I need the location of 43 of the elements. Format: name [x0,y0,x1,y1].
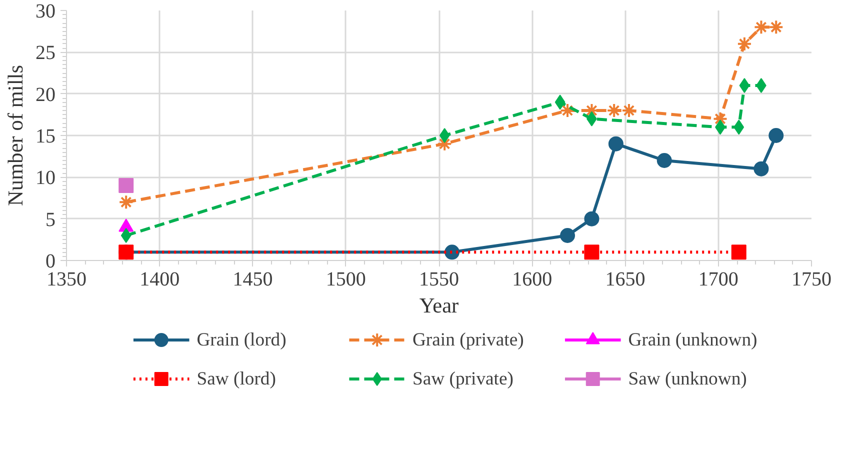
x-axis-title: Year [419,294,459,318]
point [118,178,134,193]
legend-label: Grain (private) [412,330,524,350]
x-tick-label: 1650 [605,268,646,290]
point [736,36,752,52]
point [584,211,600,226]
legend-label: Saw (lord) [196,368,276,390]
x-tick-label: 1550 [419,268,459,290]
x-tick-label: 1750 [792,268,832,290]
point [754,161,769,176]
point [656,153,672,168]
point [621,103,636,118]
point [712,111,728,126]
legend-label: Grain (unknown) [628,330,758,350]
point [560,228,576,243]
x-tick-label: 1600 [512,268,552,290]
x-tick-label: 1400 [140,268,180,290]
x-tick-label: 1700 [698,268,738,290]
y-tick-label: 30 [36,0,56,22]
y-tick-label: 15 [36,126,56,148]
point [608,136,624,152]
y-tick-label: 10 [36,167,56,190]
point [444,244,460,260]
x-tick-label: 1450 [232,268,273,290]
point [734,120,744,135]
point [120,228,132,243]
point [756,78,766,93]
y-axis-title: Number of mills [4,64,28,206]
point [739,78,750,93]
point [439,128,450,143]
point [584,244,600,260]
point [731,244,746,260]
legend-label: Grain (lord) [196,330,286,350]
point [768,20,784,35]
legend-label: Saw (private) [412,368,514,390]
point [768,128,784,143]
legend-label: Saw (unknown) [628,368,747,390]
point [554,94,566,110]
y-tick-label: 5 [46,208,56,231]
y-tick-label: 20 [36,84,56,106]
y-tick-label: 25 [36,42,56,64]
x-tick-label: 1500 [326,268,366,290]
point [118,194,134,210]
